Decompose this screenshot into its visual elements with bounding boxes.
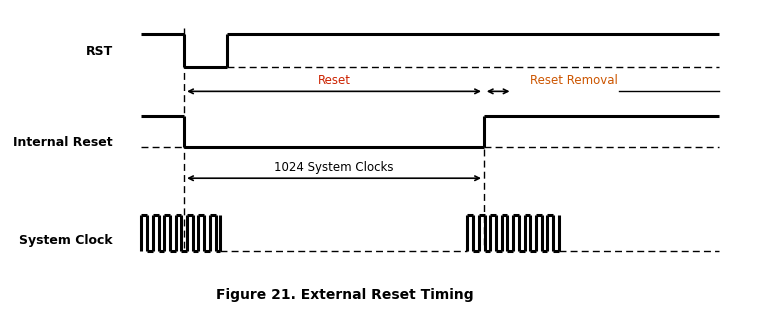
Text: Reset: Reset [318, 74, 350, 87]
Text: RST: RST [86, 44, 112, 58]
Text: Reset Removal: Reset Removal [530, 74, 618, 87]
Text: Internal Reset: Internal Reset [13, 136, 112, 149]
Text: 1024 System Clocks: 1024 System Clocks [274, 161, 394, 174]
Text: System Clock: System Clock [19, 234, 112, 247]
Text: Figure 21. External Reset Timing: Figure 21. External Reset Timing [216, 288, 473, 302]
